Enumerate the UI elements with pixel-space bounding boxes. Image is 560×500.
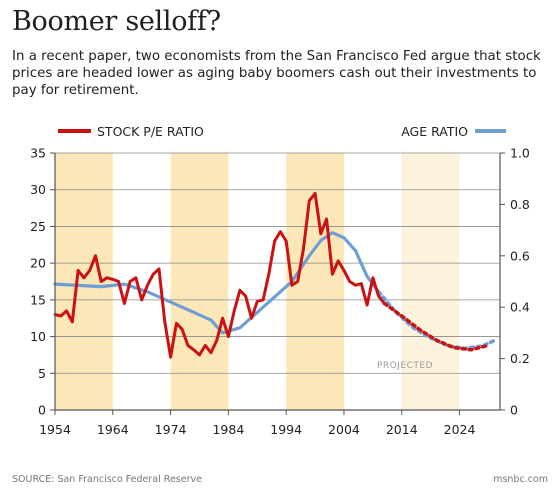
shaded-period-3 bbox=[401, 153, 460, 410]
x-tick-label: 1964 bbox=[97, 422, 129, 437]
y-left-tick-label: 35 bbox=[30, 146, 46, 161]
page-title: Boomer selloff? bbox=[12, 6, 221, 37]
brand-label: msnbc.com bbox=[493, 474, 548, 485]
source-note: SOURCE: San Francisco Federal Reserve bbox=[12, 474, 202, 485]
legend-label-age: AGE RATIO bbox=[401, 124, 468, 139]
shaded-period-0 bbox=[55, 153, 113, 410]
x-tick-label: 2004 bbox=[328, 422, 360, 437]
x-tick-label: 2024 bbox=[444, 422, 476, 437]
y-right-tick-label: 0.8 bbox=[510, 197, 530, 212]
y-left-tick-label: 15 bbox=[30, 292, 46, 307]
pe-ratio-line bbox=[53, 191, 386, 359]
projected-annotation: PROJECTED bbox=[377, 361, 433, 371]
y-right-tick-label: 0.4 bbox=[510, 300, 530, 315]
shaded-period-2 bbox=[286, 153, 344, 410]
y-left-tick-label: 10 bbox=[30, 329, 46, 344]
legend-label-pe: STOCK P/E RATIO bbox=[97, 124, 204, 139]
y-left-tick-label: 20 bbox=[30, 256, 46, 271]
shaded-periods bbox=[55, 153, 460, 410]
x-tick-label: 1954 bbox=[39, 422, 71, 437]
shaded-period-1 bbox=[170, 153, 229, 410]
x-tick-label: 1984 bbox=[212, 422, 244, 437]
chart-series bbox=[53, 191, 496, 359]
x-tick-label: 1974 bbox=[155, 422, 187, 437]
y-right-tick-label: 0.2 bbox=[510, 351, 530, 366]
pe-ratio-projected-line bbox=[382, 301, 491, 352]
y-right-tick-label: 0 bbox=[510, 403, 518, 418]
y-left-tick-label: 30 bbox=[30, 182, 46, 197]
y-right-tick-label: 1.0 bbox=[510, 146, 530, 161]
y-left-tick-label: 25 bbox=[30, 219, 46, 234]
x-tick-label: 2014 bbox=[386, 422, 418, 437]
axes bbox=[54, 153, 501, 410]
y-left-tick-label: 0 bbox=[38, 403, 46, 418]
x-tick-label: 1994 bbox=[270, 422, 302, 437]
y-right-tick-label: 0.6 bbox=[510, 248, 530, 263]
y-left-tick-label: 5 bbox=[38, 366, 46, 381]
tick-labels: 0 5 10 15 20 25 30 35 0 0.2 0.4 0.6 0.8 1.0 1954 1964 19… bbox=[30, 146, 530, 438]
chart-subtitle: In a recent paper, two economists from t… bbox=[12, 49, 541, 98]
